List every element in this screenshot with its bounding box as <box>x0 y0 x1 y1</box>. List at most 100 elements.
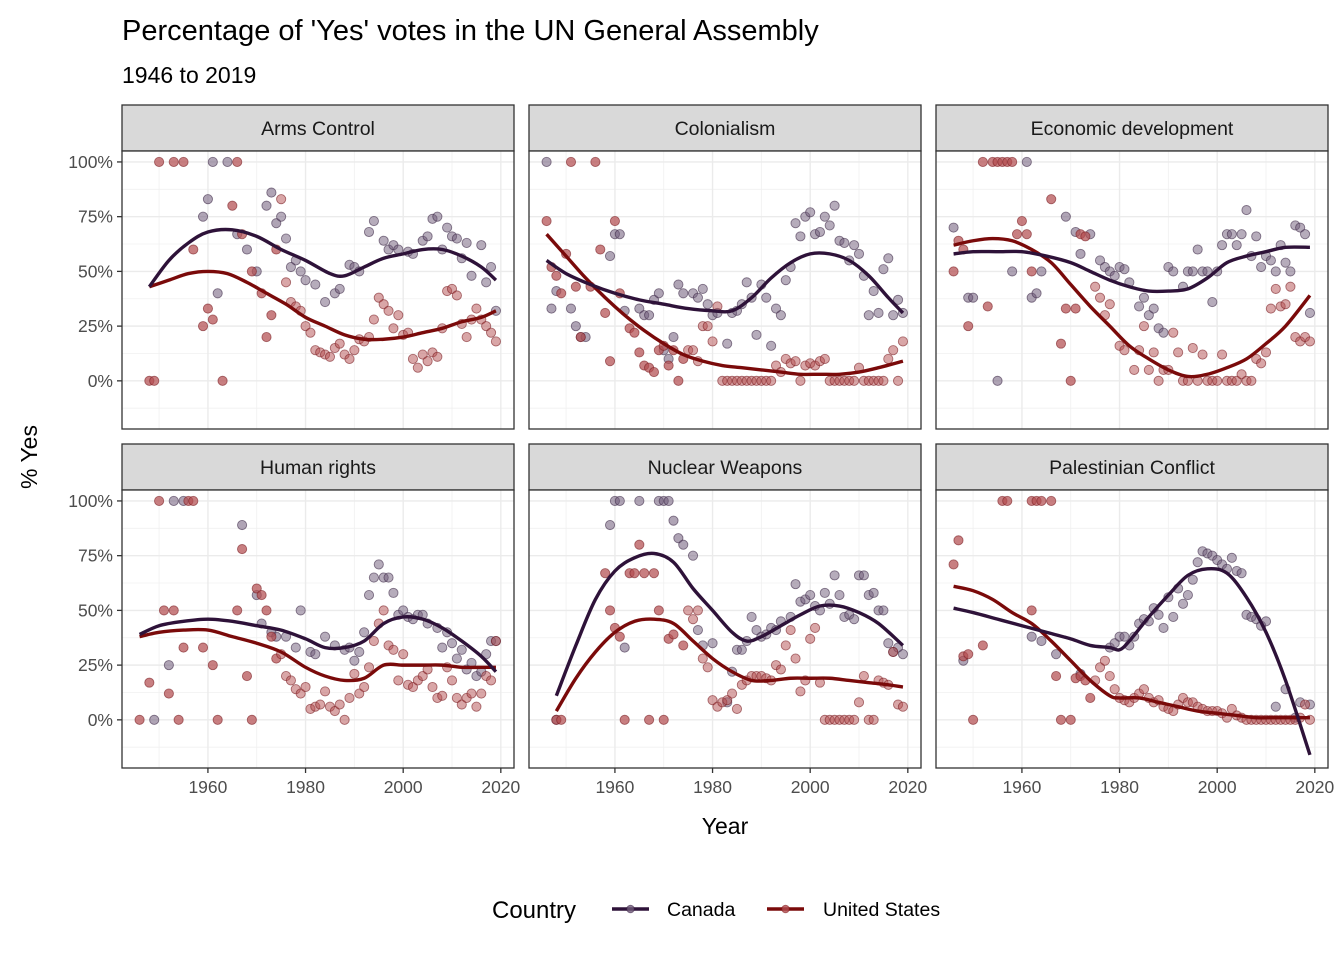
point-canada <box>1153 609 1164 620</box>
point-canada <box>1036 266 1047 277</box>
point-united-states <box>888 345 899 356</box>
point-united-states <box>727 688 738 699</box>
point-united-states <box>227 200 238 211</box>
facet-strip-label: Colonialism <box>675 118 776 140</box>
facet-strip <box>528 104 922 152</box>
point-united-states <box>634 539 645 550</box>
points-united-states <box>144 156 501 386</box>
point-canada <box>614 229 625 240</box>
point-canada <box>295 605 306 616</box>
point-united-states <box>1046 194 1057 205</box>
smooth-line-united-states <box>148 269 497 342</box>
point-canada <box>486 261 497 273</box>
point-united-states <box>149 375 160 386</box>
point-canada <box>697 283 708 294</box>
point-canada <box>1119 264 1130 275</box>
point-united-states <box>1246 375 1257 386</box>
point-united-states <box>888 646 899 658</box>
point-canada <box>1026 631 1037 642</box>
point-canada <box>163 660 174 671</box>
point-canada <box>241 244 253 255</box>
point-canada <box>829 570 840 581</box>
chart-subtitle: 1946 to 2019 <box>122 62 256 88</box>
point-canada <box>795 231 806 242</box>
y-tick-label: 25% <box>78 316 113 336</box>
point-canada <box>266 187 277 198</box>
point-united-states <box>648 367 660 378</box>
point-canada <box>766 340 777 351</box>
point-united-states <box>422 356 433 367</box>
point-canada <box>1217 240 1228 251</box>
point-united-states <box>1090 281 1101 292</box>
point-united-states <box>407 353 418 365</box>
point-canada <box>1187 266 1198 277</box>
x-axis-title: Year <box>702 813 749 839</box>
point-canada <box>207 156 218 167</box>
point-canada <box>363 590 375 601</box>
point-united-states <box>1065 375 1076 386</box>
point-united-states <box>486 327 497 338</box>
smooth-line-united-states <box>545 233 904 377</box>
point-united-states <box>1280 299 1291 310</box>
point-united-states <box>619 714 630 725</box>
point-united-states <box>334 338 345 349</box>
point-united-states <box>595 244 606 255</box>
point-canada <box>280 233 292 244</box>
point-canada <box>388 587 399 598</box>
point-united-states <box>1270 283 1281 294</box>
point-united-states <box>1104 671 1115 682</box>
point-united-states <box>1148 347 1159 358</box>
point-canada <box>853 248 865 259</box>
point-canada <box>466 270 477 281</box>
point-canada <box>383 572 394 583</box>
point-canada <box>814 226 825 238</box>
point-canada <box>546 303 557 314</box>
facet-panels: Arms Control 0% 25% 50% 75% 100% Colonialism Ec… <box>68 104 1335 797</box>
point-united-states <box>963 649 974 660</box>
legend-label-united-states: United States <box>823 899 940 921</box>
point-canada <box>863 310 874 321</box>
x-tick-label: 1980 <box>286 777 325 797</box>
point-canada <box>354 646 365 658</box>
point-united-states <box>948 559 959 570</box>
point-united-states <box>1051 671 1062 682</box>
point-canada <box>868 587 879 598</box>
point-canada <box>849 614 860 625</box>
point-united-states <box>629 568 640 579</box>
point-united-states <box>1138 684 1150 695</box>
point-united-states <box>388 323 399 334</box>
point-united-states <box>609 215 620 227</box>
facet-strip-label: Nuclear Weapons <box>648 457 803 479</box>
point-canada <box>1168 611 1179 623</box>
point-canada <box>878 264 889 275</box>
point-united-states <box>1065 714 1076 725</box>
point-united-states <box>1060 303 1071 314</box>
point-united-states <box>359 681 370 693</box>
panel-border <box>121 489 515 769</box>
point-canada <box>839 237 850 248</box>
smooth-line-united-states <box>953 236 1312 379</box>
point-united-states <box>810 622 821 633</box>
point-united-states <box>368 314 379 325</box>
point-canada <box>948 222 959 233</box>
point-united-states <box>849 714 860 725</box>
point-united-states <box>692 605 703 616</box>
point-united-states <box>678 640 689 651</box>
y-tick-label: 100% <box>68 491 113 511</box>
point-canada <box>878 605 889 616</box>
point-united-states <box>590 156 601 167</box>
point-canada <box>790 218 801 229</box>
point-canada <box>432 211 443 222</box>
point-canada <box>1134 301 1145 312</box>
point-canada <box>819 211 830 222</box>
point-united-states <box>897 701 908 712</box>
point-canada <box>644 310 655 321</box>
point-united-states <box>344 353 355 365</box>
panel-border <box>121 150 515 430</box>
y-tick-label: 75% <box>78 546 113 566</box>
point-canada <box>261 200 272 211</box>
point-united-states <box>476 688 487 699</box>
smooth-line-canada <box>554 551 905 697</box>
point-canada <box>673 279 684 290</box>
facet-palestinian-conflict: Palestinian Conflict 1960 1980 2000 2020 <box>935 443 1335 797</box>
